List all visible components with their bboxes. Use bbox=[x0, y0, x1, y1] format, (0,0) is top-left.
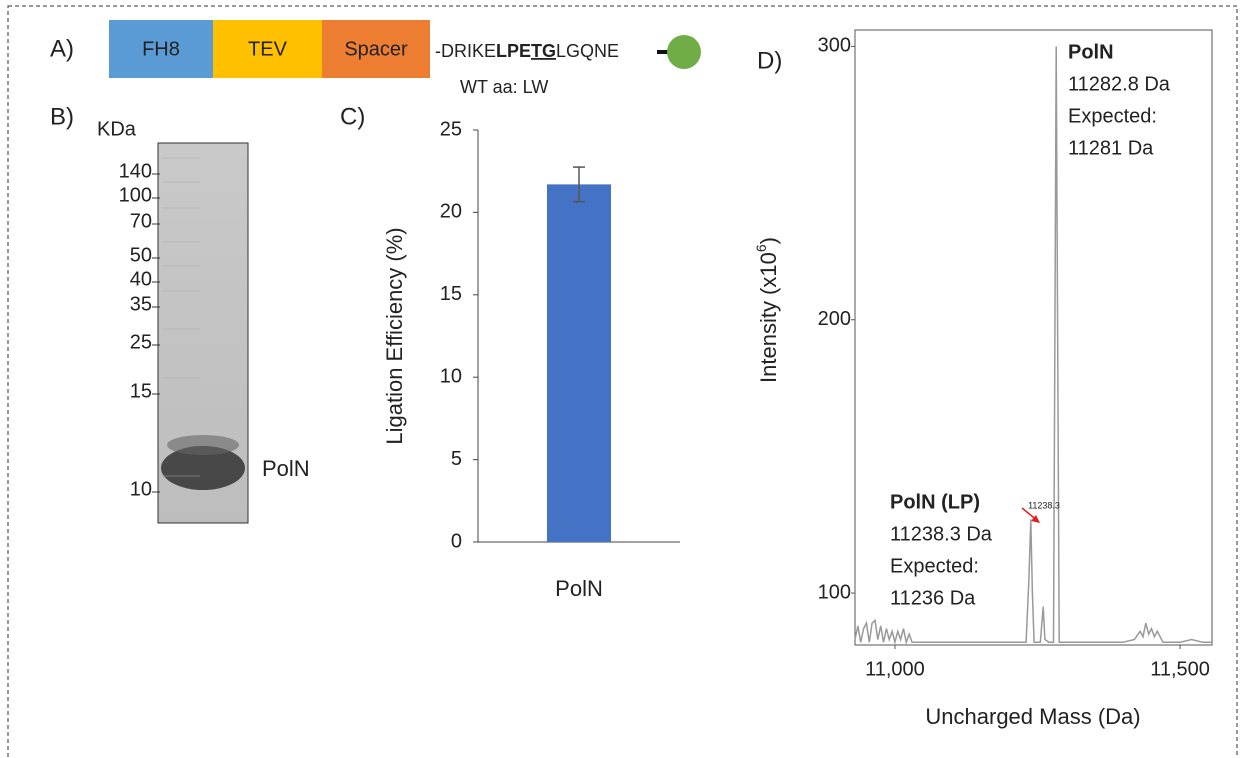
annotation: 11238.3 Da bbox=[890, 523, 993, 545]
probe bbox=[667, 35, 701, 69]
construct-label: TEV bbox=[248, 38, 288, 60]
y-tick-label: 20 bbox=[440, 201, 462, 223]
sequence: -DRIKELPETGLGQNE bbox=[435, 41, 619, 61]
y-tick-label: 15 bbox=[440, 283, 462, 305]
panel-label: D) bbox=[757, 47, 782, 74]
annotation: PolN (LP) bbox=[890, 491, 980, 513]
marker-label: 70 bbox=[130, 210, 152, 232]
band-label: PolN bbox=[262, 456, 310, 481]
y-tick-label: 25 bbox=[440, 118, 462, 140]
y-tick-label: 5 bbox=[451, 448, 462, 470]
y-tick-label: 300 bbox=[818, 35, 851, 57]
y-axis-label: Intensity (x106) bbox=[753, 237, 781, 383]
annotation: PolN bbox=[1068, 41, 1114, 63]
marker-label: 140 bbox=[119, 160, 152, 182]
y-label-part: ) bbox=[756, 237, 781, 244]
annotation: 11282.8 Da bbox=[1068, 73, 1171, 95]
marker-label: 40 bbox=[130, 268, 152, 290]
annotation: Expected: bbox=[890, 555, 979, 577]
x-tick-label: 11,000 bbox=[865, 658, 925, 680]
seq-part: -DRIKE bbox=[435, 41, 496, 61]
plot-area bbox=[855, 30, 1212, 645]
y-tick-label: 0 bbox=[451, 530, 462, 552]
y-tick-label: 100 bbox=[818, 581, 851, 603]
x-tick-label: 11,500 bbox=[1150, 658, 1210, 680]
marker-label: 10 bbox=[130, 478, 152, 500]
y-tick-label: 10 bbox=[440, 365, 462, 387]
spectrum bbox=[855, 46, 1212, 642]
marker-label: 100 bbox=[119, 184, 152, 206]
marker-label: 25 bbox=[130, 331, 152, 353]
annotation: 11281 Da bbox=[1068, 137, 1154, 159]
wt-note: WT aa: LW bbox=[460, 77, 548, 97]
construct-label: Spacer bbox=[344, 38, 408, 60]
marker-label: 35 bbox=[130, 293, 152, 315]
x-axis-label: Uncharged Mass (Da) bbox=[925, 704, 1140, 729]
panel-label: B) bbox=[50, 103, 74, 130]
gel-band bbox=[167, 435, 239, 455]
y-tick-label: 200 bbox=[818, 308, 851, 330]
marker-label: 50 bbox=[130, 244, 152, 266]
seq-part: LGQNE bbox=[556, 41, 619, 61]
seq-part: TG bbox=[531, 41, 556, 61]
y-label-part: Intensity (x10 bbox=[756, 252, 781, 383]
panel-label: C) bbox=[340, 103, 365, 130]
marker-label: 15 bbox=[130, 380, 152, 402]
x-tick-label: PolN bbox=[555, 576, 603, 601]
y-axis-label: Ligation Efficiency (%) bbox=[382, 227, 407, 444]
page: A) -DRIKELPETGLGQNE WT aa: LW B) KDa Pol… bbox=[0, 0, 1243, 758]
unit: KDa bbox=[97, 118, 137, 140]
y-label-part: 6 bbox=[753, 244, 769, 252]
seq-part: LPE bbox=[496, 41, 531, 61]
peak-label: 11238.3 bbox=[1028, 500, 1060, 510]
panel-label: A) bbox=[50, 35, 74, 62]
bar bbox=[547, 184, 611, 542]
annotation: 11236 Da bbox=[890, 587, 976, 609]
figure: A) -DRIKELPETGLGQNE WT aa: LW B) KDa Pol… bbox=[0, 0, 1243, 758]
construct-label: FH8 bbox=[142, 38, 180, 60]
annotation: Expected: bbox=[1068, 105, 1157, 127]
